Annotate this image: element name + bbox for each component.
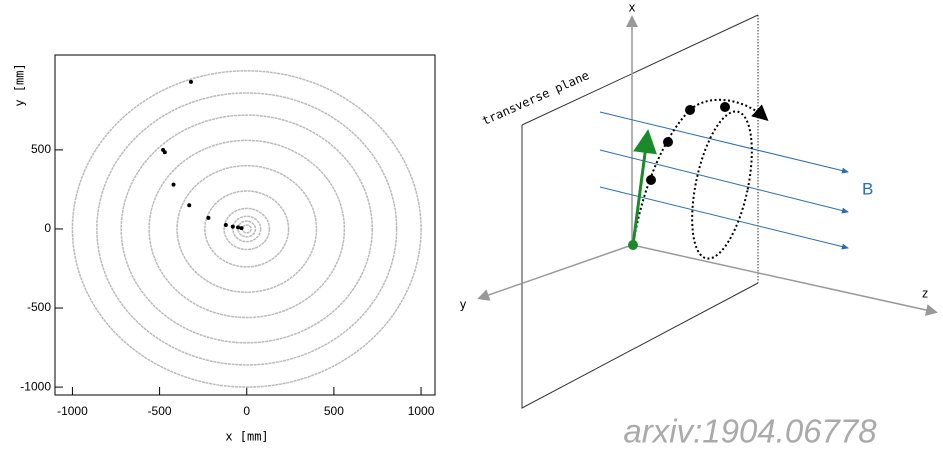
hit-point — [188, 79, 193, 84]
hit — [720, 102, 730, 112]
track-plot: x [mm] y [mm] -1000 -500 0 500 1000 -1000 -500… — [13, 54, 436, 444]
y-tick-label: 500 — [31, 142, 51, 156]
axis-label: x — [628, 1, 635, 15]
field-line — [599, 186, 849, 250]
field-line — [599, 111, 849, 174]
plot-frame — [54, 54, 436, 396]
x-tick-label: 1000 — [408, 404, 435, 418]
x-axis-label: x [mm] — [225, 430, 268, 444]
x-tick-label: 500 — [324, 404, 344, 418]
y-tick-label: -1000 — [20, 379, 51, 393]
hit-point — [223, 223, 228, 227]
hit-point — [230, 224, 235, 229]
hit-point — [171, 182, 176, 187]
hit-point — [162, 150, 167, 155]
x-tick-label: 0 — [243, 404, 250, 418]
z-axis-arrow — [631, 244, 938, 316]
y-tick-label: 0 — [44, 221, 51, 235]
ring — [204, 190, 290, 268]
field-line — [599, 149, 849, 214]
axis-label: y — [459, 298, 466, 312]
ring — [241, 224, 252, 234]
ring — [120, 114, 373, 344]
diagram: x y z B transverse plane arxiv:1904.0677… — [459, 1, 938, 450]
helix-path — [632, 98, 769, 246]
plane-edge — [521, 125, 759, 409]
plane-edge — [521, 14, 759, 126]
hit-point — [236, 225, 241, 230]
momentum-arrow — [631, 129, 657, 246]
x-tick-label: -1000 — [57, 404, 88, 418]
helix-loop — [691, 110, 753, 260]
ring — [176, 164, 318, 293]
origin-point — [628, 240, 638, 250]
hit-point — [206, 215, 211, 220]
y-axis-label: y [mm] — [13, 63, 27, 106]
caption: arxiv:1904.06778 — [623, 413, 877, 450]
hit — [663, 137, 673, 147]
hit-point — [187, 203, 192, 208]
axis-label: z — [921, 287, 928, 301]
ring — [223, 207, 271, 251]
ring — [232, 215, 262, 243]
y-tick-label: -500 — [27, 300, 51, 314]
y-axis-arrow — [477, 244, 633, 301]
x-tick-label: -500 — [148, 404, 172, 418]
hit — [685, 105, 695, 115]
hit — [646, 175, 656, 185]
field-label: B — [862, 179, 873, 198]
ring — [148, 139, 346, 319]
hit-point — [239, 226, 244, 231]
ring — [96, 92, 398, 366]
ring — [71, 70, 422, 388]
